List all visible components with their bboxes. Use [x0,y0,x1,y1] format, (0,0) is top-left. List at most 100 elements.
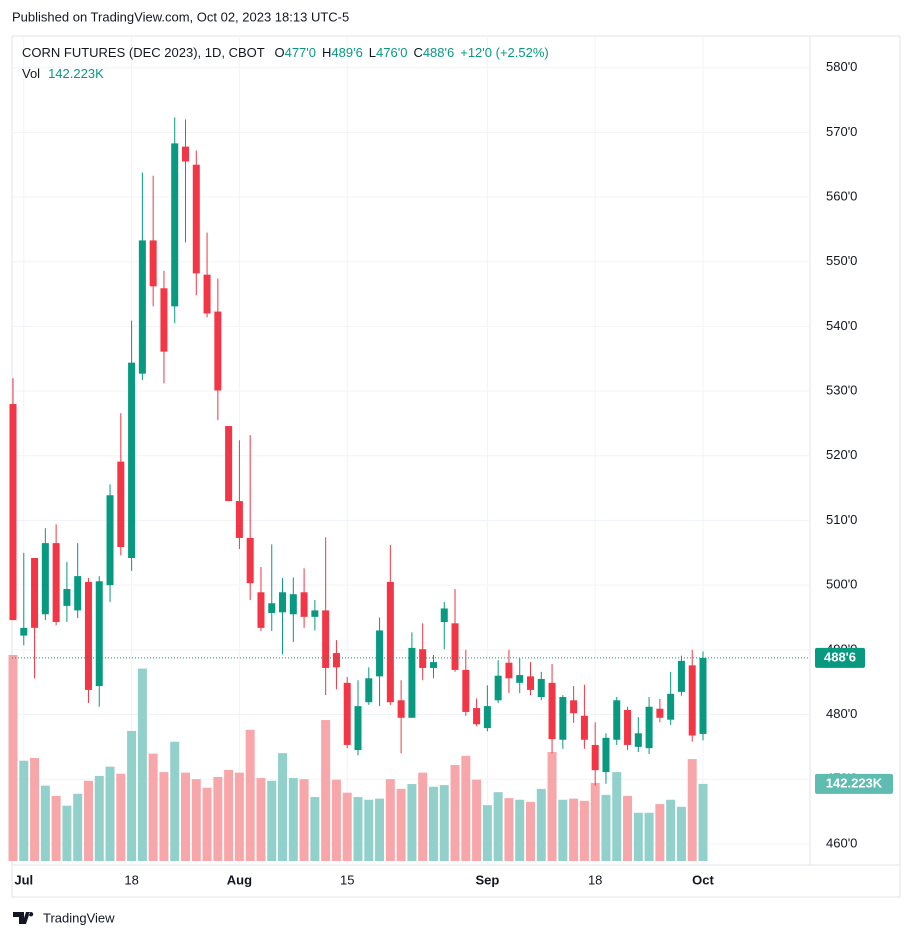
volume-bar [418,772,428,861]
candle-body [63,589,71,606]
candle-body [419,649,427,668]
candle-body [602,737,610,773]
candle-body [591,744,599,771]
volume-bar [428,786,438,861]
candle-body [559,697,567,740]
published-note: Published on TradingView.com, Oct 02, 20… [12,9,349,24]
volume-bar [51,795,61,861]
volume-bar [288,778,298,861]
candle-body [451,623,459,670]
x-tick-label: Sep [475,872,499,887]
candle-body [516,675,524,683]
volume-bar [19,760,29,861]
candle-body [537,678,545,698]
y-tick-label: 480'0 [826,706,857,721]
candle-body [408,647,416,718]
footer-brand: TradingView [43,910,115,925]
candle-body [257,592,265,628]
volume-bar [278,753,288,861]
candle-body [246,537,254,584]
candle-body [473,708,481,725]
candle-body [171,143,179,307]
volume-bar [353,797,363,861]
candle-body [128,362,136,558]
x-tick-label: Aug [227,872,252,887]
x-tick-label: Oct [692,872,714,887]
volume-bar [493,792,503,861]
volume-bar [461,755,471,861]
volume-bar [547,752,557,861]
candle-body [570,700,578,714]
y-tick-label: 520'0 [826,447,857,462]
volume-tag-label: 142.223K [826,775,883,790]
volume-bar [364,799,374,861]
volume-bar [569,798,579,861]
x-tick-label: Jul [14,872,33,887]
volume-bar [526,801,535,861]
candle-body [354,706,362,751]
last-price-tag [815,647,865,668]
x-tick-label: 15 [340,872,354,887]
candle-body [192,164,200,274]
candle-body [149,240,157,287]
volume-bar [342,792,352,861]
volume-bar [633,812,643,861]
candle-body [31,557,39,628]
legend-change: +12'0 (+2.52%) [460,45,549,60]
volume-bar [224,769,234,861]
volume-bar [127,730,137,861]
legend-ohlc-value: 488'6 [423,45,454,60]
candle-body [548,682,556,740]
y-tick-label: 540'0 [826,318,857,333]
volume-bar [579,800,589,861]
candle-body [160,288,168,352]
candle-body [527,676,534,690]
candle-body [289,594,297,615]
candle-body [279,592,287,613]
volume-bar [396,788,406,861]
y-tick-label: 550'0 [826,253,857,268]
candle-body [505,662,513,679]
candle-body [613,700,621,740]
volume-bar [213,776,223,861]
candle-body [624,709,632,745]
volume-bar [482,805,492,861]
volume-bar [30,758,40,861]
volume-bar [116,773,126,861]
y-tick-label: 500'0 [826,577,857,592]
axes: 460'0470'0480'0490'0500'0510'0520'0530'0… [12,59,893,887]
volume-bar [612,772,622,861]
volume-bar [439,785,449,861]
candle-body [117,461,125,547]
candle-body [322,610,330,668]
volume-bar [299,779,309,861]
volume-bar [623,795,633,861]
volume-bar [375,798,385,861]
candle-body [386,581,394,703]
volume-bar [148,753,158,861]
candle-body [225,426,233,502]
candle-body [203,274,211,314]
volume-bar [385,779,395,861]
volume-bar [601,794,611,861]
y-tick-label: 530'0 [826,383,857,398]
candle-body [429,662,437,668]
y-tick-label: 560'0 [826,188,857,203]
candle-body [182,146,189,162]
candle-body [268,603,276,613]
legend-volume-key: Vol [22,66,40,81]
y-tick-label: 460'0 [826,835,857,850]
volume-bar [62,805,72,861]
candle-body [699,657,707,734]
candle-body [343,682,351,745]
candle-body [494,675,502,701]
volume-bar [245,729,255,861]
legend-ohlc-value: 476'0 [376,45,407,60]
legend-volume-value: 142.223K [48,66,104,81]
volume-bar [504,798,514,861]
volume-bar [515,799,525,861]
volume-bar [698,783,708,861]
candle-body [214,311,222,391]
candle-body [656,708,664,718]
